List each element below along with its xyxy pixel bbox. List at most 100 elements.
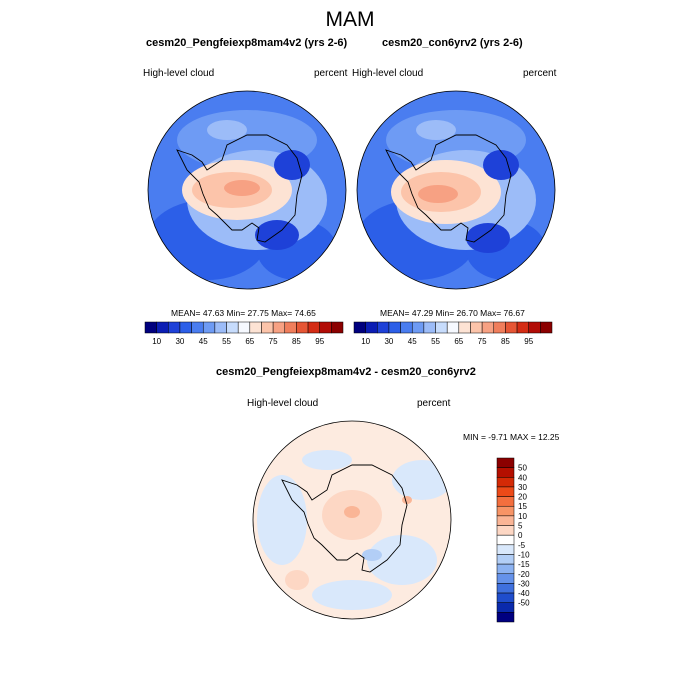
panel1-colorbar-tick-label: 65: [245, 337, 254, 346]
panel2-colorbar-swatch: [493, 321, 506, 334]
panel1-colorbar-swatch: [319, 321, 332, 334]
diff-colorbar-swatch: [496, 525, 515, 536]
diff-colorbar-swatch: [496, 496, 515, 507]
diff-colorbar-swatch: [496, 612, 515, 623]
diff-colorbar-swatch: [496, 486, 515, 497]
diff-colorbar-swatch: [496, 602, 515, 613]
panel1-colorbar-swatch: [331, 321, 344, 334]
panel1-colorbar-swatch: [307, 321, 320, 334]
panel1-colorbar-tick-label: 85: [292, 337, 301, 346]
panel2-title: cesm20_con6yrv2 (yrs 2-6): [382, 37, 523, 49]
panel1-colorbar-swatch: [202, 321, 216, 334]
panel2-colorbar-swatch: [423, 321, 436, 334]
panel1-polar-map: [147, 90, 347, 290]
panel1-colorbar-swatch: [249, 321, 262, 334]
panel1-stats: MEAN= 47.63 Min= 27.75 Max= 74.65: [171, 308, 316, 318]
diff-title: cesm20_Pengfeiexp8mam4v2 - cesm20_con6yr…: [216, 366, 476, 378]
panel2-colorbar-swatch: [435, 321, 448, 334]
diff-colorbar-swatch: [496, 477, 515, 488]
diff-colorbar-tick-label: -15: [518, 560, 530, 569]
diff-units-label: percent: [417, 398, 451, 409]
diff-colorbar-tick-label: -40: [518, 589, 530, 598]
panel2-colorbar-tick-label: 75: [478, 337, 487, 346]
diff-colorbar-swatch: [496, 573, 515, 584]
diff-variable-label: High-level cloud: [247, 398, 319, 409]
diff-colorbar-tick-label: 40: [518, 473, 527, 482]
diff-colorbar-tick-label: 50: [518, 464, 527, 473]
panel1-colorbar-swatch: [237, 321, 251, 334]
diff-minmax: MIN = -9.71 MAX = 12.25: [463, 432, 560, 442]
panel1-colorbar-swatch: [191, 321, 204, 334]
panel2-colorbar-swatch: [505, 321, 518, 334]
season-title: MAM: [325, 8, 375, 31]
panel1-colorbar: 10 30 45 55 65 75 85 95: [144, 321, 344, 346]
panel2-colorbar-tick-label: 55: [431, 337, 440, 346]
diff-colorbar-tick-label: 20: [518, 493, 527, 502]
panel2-colorbar-swatch: [411, 321, 425, 334]
diff-colorbar-swatch: [496, 554, 515, 565]
diff-colorbar-tick-label: 0: [518, 531, 523, 540]
diff-colorbar-swatch: [496, 583, 515, 594]
diff-colorbar-swatch: [496, 515, 515, 526]
panel1-colorbar-swatch: [284, 321, 297, 334]
panel1-units-label: percent: [314, 68, 348, 79]
panel2-colorbar-tick-label: 65: [454, 337, 463, 346]
panel2-colorbar-swatch: [446, 321, 460, 334]
panel1-colorbar-tick-label: 75: [269, 337, 278, 346]
diff-colorbar-tick-label: 10: [518, 512, 527, 521]
panel1-colorbar-swatch: [272, 321, 286, 334]
panel1-colorbar-swatch: [261, 321, 274, 334]
panel1-colorbar-swatch: [214, 321, 227, 334]
panel2-colorbar-swatch: [470, 321, 483, 334]
panel1-colorbar-tick-label: 30: [175, 337, 184, 346]
panel2-colorbar-tick-label: 95: [524, 337, 533, 346]
diff-colorbar-tick-label: -20: [518, 570, 530, 579]
panel2-polar-map: [356, 90, 556, 290]
panel2-colorbar-tick-label: 45: [408, 337, 417, 346]
panel1-colorbar-tick-label: 95: [315, 337, 324, 346]
panel2-colorbar-swatch: [365, 321, 378, 334]
panel2-stats: MEAN= 47.29 Min= 26.70 Max= 76.67: [380, 308, 525, 318]
diff-colorbar-tick-label: -50: [518, 599, 530, 608]
panel2-colorbar-swatch: [516, 321, 529, 334]
diff-colorbar-swatch: [496, 592, 515, 603]
diff-colorbar-tick-label: 30: [518, 483, 527, 492]
panel2-colorbar: 10 30 45 55 65 75 85 95: [353, 321, 553, 346]
diff-colorbar-tick-label: -30: [518, 579, 530, 588]
panel2-colorbar-tick-label: 30: [384, 337, 393, 346]
diff-colorbar-swatch: [496, 534, 515, 546]
panel1-colorbar-swatch: [179, 321, 192, 334]
panel1-colorbar-swatch: [296, 321, 309, 334]
diff-polar-map: [252, 420, 452, 620]
panel1-title: cesm20_Pengfeiexp8mam4v2 (yrs 2-6): [146, 37, 348, 49]
panel1-colorbar-swatch: [144, 321, 157, 334]
panel1-colorbar-swatch: [168, 321, 181, 334]
panel2-colorbar-swatch: [388, 321, 401, 334]
diff-colorbar-swatch: [496, 563, 515, 575]
panel2-variable-label: High-level cloud: [352, 68, 424, 79]
diff-colorbar-swatch: [496, 544, 515, 555]
diff-colorbar-swatch: [496, 457, 515, 468]
diff-colorbar-tick-label: 5: [518, 522, 523, 531]
diff-colorbar-tick-label: -5: [518, 541, 526, 550]
panel1-colorbar-tick-label: 45: [199, 337, 208, 346]
diff-colorbar-swatch: [496, 505, 515, 517]
panel2-colorbar-swatch: [481, 321, 495, 334]
panel1-colorbar-swatch: [156, 321, 169, 334]
panel2-units-label: percent: [523, 68, 557, 79]
panel1-colorbar-tick-label: 55: [222, 337, 231, 346]
panel2-colorbar-swatch: [377, 321, 390, 334]
panel2-colorbar-swatch: [540, 321, 553, 334]
panel1-colorbar-swatch: [226, 321, 239, 334]
diff-colorbar-tick-label: 15: [518, 502, 527, 511]
panel1-colorbar-tick-label: 10: [152, 337, 161, 346]
panel2-colorbar-swatch: [458, 321, 471, 334]
panel2-colorbar-swatch: [528, 321, 541, 334]
panel2-colorbar-tick-label: 10: [361, 337, 370, 346]
panel1-variable-label: High-level cloud: [143, 68, 215, 79]
panel2-colorbar-swatch: [353, 321, 366, 334]
panel2-colorbar-tick-label: 85: [501, 337, 510, 346]
diff-colorbar-swatch: [496, 467, 515, 478]
diff-colorbar-tick-label: -10: [518, 550, 530, 559]
